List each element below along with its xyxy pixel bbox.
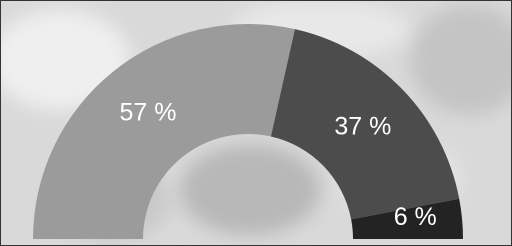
value-label: 37 % (334, 112, 391, 140)
value-label: 6 % (394, 203, 437, 231)
screen: 57 % 37 % 6 % (0, 0, 512, 246)
value-label: 57 % (119, 99, 176, 127)
